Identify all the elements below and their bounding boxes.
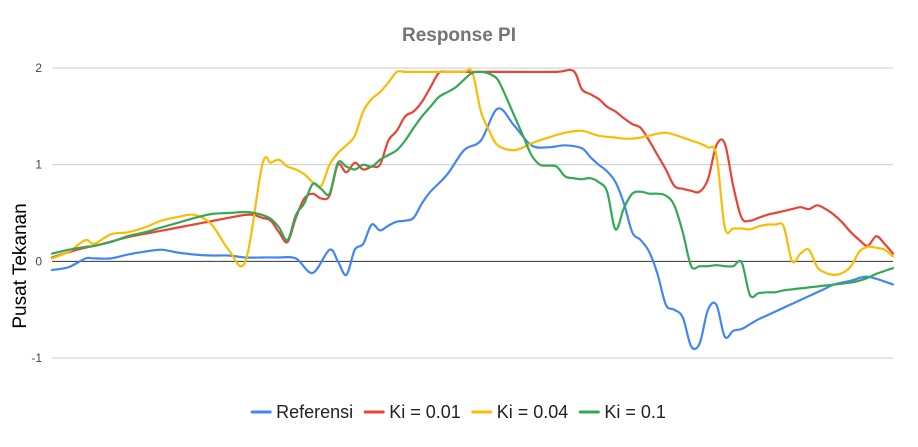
legend-label-0: Referensi	[276, 402, 353, 422]
legend-label-3: Ki = 0.1	[604, 402, 666, 422]
series-line-2	[50, 68, 895, 276]
legend-label-2: Ki = 0.04	[497, 402, 569, 422]
legend: Referensi Ki = 0.01 Ki = 0.04 Ki = 0.1	[250, 402, 666, 422]
legend-label-1: Ki = 0.01	[389, 402, 461, 422]
grid	[52, 67, 893, 359]
series-line-3	[50, 70, 895, 299]
y-tick-label: 2	[35, 61, 42, 75]
y-axis-ticks: 2 1 0 -1	[31, 61, 42, 365]
y-tick-label: -1	[31, 351, 42, 365]
series-line-1	[50, 68, 895, 259]
series-line-0	[50, 107, 895, 351]
chart-title: Response PI	[402, 25, 516, 46]
series-group	[50, 68, 895, 351]
y-tick-label: 0	[35, 254, 42, 268]
y-axis-label: Pusat Tekanan	[10, 203, 31, 328]
y-tick-label: 1	[35, 158, 42, 172]
